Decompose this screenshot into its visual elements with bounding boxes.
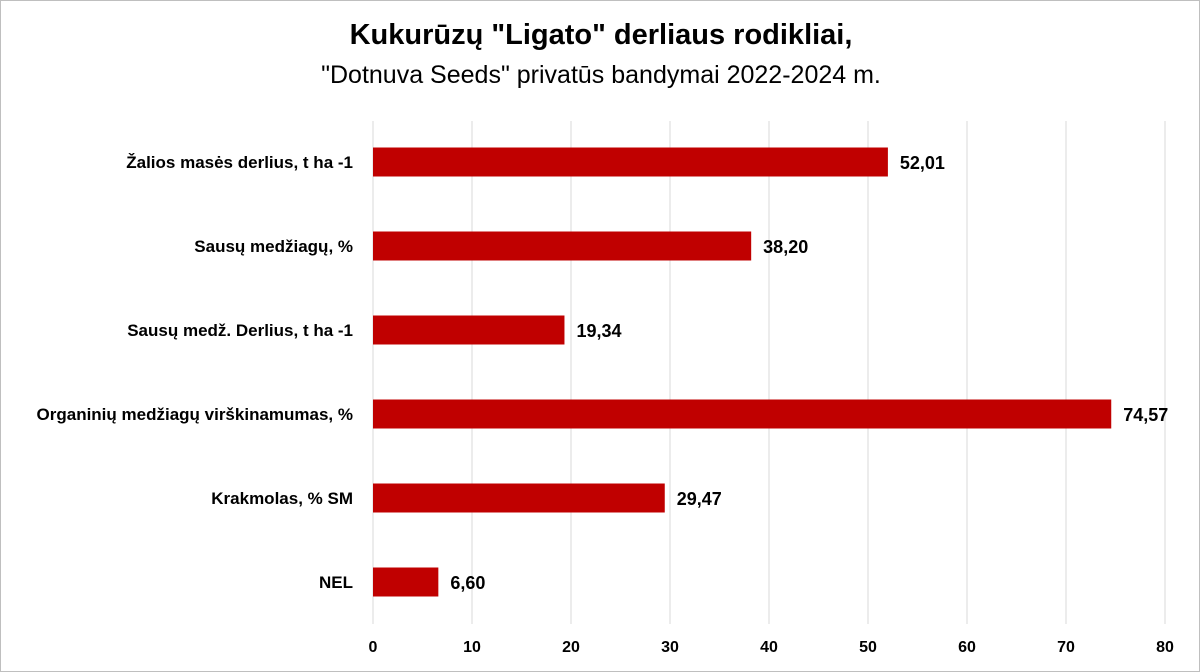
x-tick-label: 40 — [760, 639, 778, 656]
value-labels: 52,01 38,20 19,34 74,57 29,47 6,60 — [450, 153, 1168, 593]
x-tick-label: 0 — [369, 639, 378, 656]
data-label: 38,20 — [763, 237, 808, 257]
category-labels: Žalios masės derlius, t ha -1 Sausų medži… — [37, 153, 353, 592]
x-tick-label: 10 — [463, 639, 481, 656]
category-label: Organinių medžiagų virškinamumas, % — [37, 405, 353, 424]
bar — [373, 147, 888, 177]
x-tick-label: 50 — [859, 639, 877, 656]
data-label: 6,60 — [450, 573, 485, 593]
data-label: 29,47 — [677, 489, 722, 509]
category-label: Sausų medžiagų, % — [194, 237, 353, 256]
category-label: Krakmolas, % SM — [211, 489, 353, 508]
x-tick-label: 80 — [1156, 639, 1174, 656]
x-tick-label: 30 — [661, 639, 679, 656]
category-label: NEL — [319, 573, 353, 592]
data-label: 19,34 — [576, 321, 621, 341]
chart-title: Kukurūzų "Ligato" derliaus rodikliai, — [349, 19, 853, 51]
x-tick-label: 60 — [958, 639, 976, 656]
x-tick-label: 70 — [1057, 639, 1075, 656]
chart-subtitle: "Dotnuva Seeds" privatūs bandymai 2022-2… — [321, 61, 881, 89]
bar — [373, 315, 565, 345]
bars — [373, 147, 1112, 597]
grid-lines — [372, 121, 1166, 624]
category-label: Žalios masės derlius, t ha -1 — [126, 153, 353, 172]
category-label: Sausų medž. Derlius, t ha -1 — [127, 321, 353, 340]
x-tick-label: 20 — [562, 639, 580, 656]
x-tick-labels: 0 10 20 30 40 50 60 70 80 — [369, 639, 1174, 656]
bar — [373, 483, 665, 513]
bar — [373, 399, 1112, 429]
bar — [373, 567, 439, 597]
data-label: 52,01 — [900, 153, 945, 173]
bar — [373, 231, 752, 261]
data-label: 74,57 — [1123, 405, 1168, 425]
